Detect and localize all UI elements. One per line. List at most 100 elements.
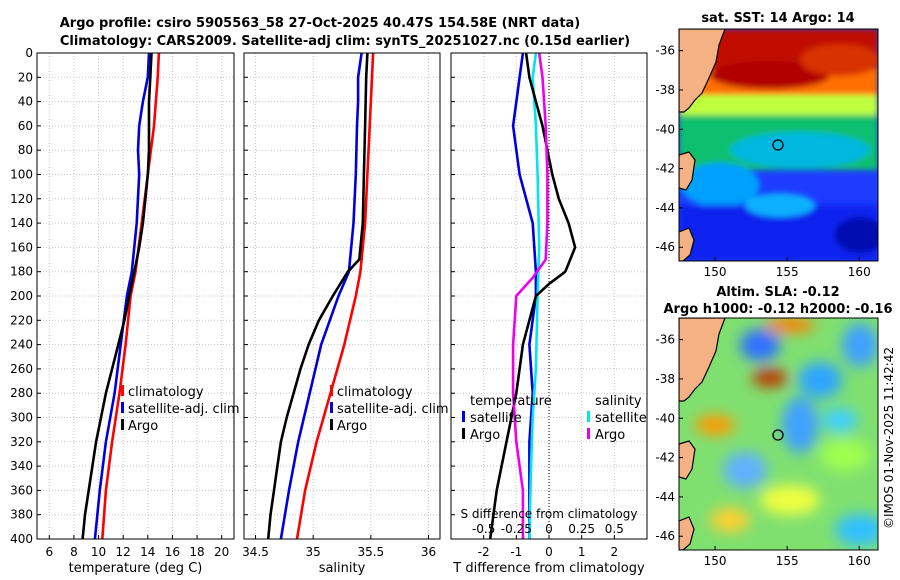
s-tick-label: -0.25 xyxy=(501,522,532,536)
x-tick-label: 14 xyxy=(140,545,155,559)
x-tick-label: 16 xyxy=(165,545,180,559)
map-lat-label: -42 xyxy=(655,162,675,176)
legend-swatch xyxy=(330,419,333,430)
map-lat-label: -46 xyxy=(655,529,675,543)
sla-map-title-line1: Altim. SLA: -0.12 xyxy=(716,285,839,300)
series-line-argo xyxy=(81,52,153,540)
depth-tick-label: 380 xyxy=(10,508,33,522)
legend-swatch xyxy=(121,419,124,430)
depth-tick-label: 140 xyxy=(10,216,33,230)
legend-label: Argo xyxy=(128,419,158,434)
sla-map-axes: 150 155 160 -36 -38 -40 -42 -44 -46 xyxy=(655,333,870,568)
depth-tick-label: 240 xyxy=(10,338,33,352)
s-tick-label: 0.5 xyxy=(605,522,624,536)
sla-map-image xyxy=(679,318,878,550)
x-tick-label: 0 xyxy=(545,545,553,559)
x-tick-label: 8 xyxy=(70,545,78,559)
series-line-t-satellite xyxy=(511,52,538,539)
map-lon-label: 155 xyxy=(776,265,799,279)
series-line-s-argo xyxy=(511,52,549,539)
series-line-climatology xyxy=(295,52,375,540)
depth-tick-label: 260 xyxy=(10,362,33,376)
map-lat-label: -40 xyxy=(655,411,675,425)
depth-tick-label: 400 xyxy=(10,532,33,546)
legend-label: climatology xyxy=(337,385,413,400)
legend-label: satellite xyxy=(470,411,522,426)
temperature-profile-panel: 6 8 10 12 14 16 18 2002040608010012014016018020… xyxy=(10,46,240,576)
legend-swatch xyxy=(587,428,590,439)
map-lon-label: 160 xyxy=(848,265,871,279)
x-axis-label: temperature (deg C) xyxy=(69,561,203,576)
figure-title-line2: Climatology: CARS2009. Satellite-adj cli… xyxy=(60,34,630,49)
legend-swatch xyxy=(121,402,124,413)
depth-tick-label: 320 xyxy=(10,435,33,449)
depth-tick-label: 200 xyxy=(10,289,33,303)
legend-label: Argo xyxy=(337,419,367,434)
depth-tick-label: 40 xyxy=(18,95,33,109)
x-axis-label: T difference from climatology xyxy=(452,561,645,576)
legend-label: satellite xyxy=(595,411,647,426)
map-lat-label: -40 xyxy=(655,122,675,136)
sst-map-land xyxy=(679,29,726,113)
legend-label: Argo xyxy=(595,428,625,443)
depth-tick-label: 180 xyxy=(10,265,33,279)
series-line-argo xyxy=(266,52,369,540)
legend-label: Argo xyxy=(470,428,500,443)
map-lon-label: 160 xyxy=(848,554,871,568)
x-axis-label: salinity xyxy=(319,561,366,576)
sst-map-frame xyxy=(678,28,879,262)
map-lat-label: -42 xyxy=(655,451,675,465)
legend-swatch xyxy=(330,385,333,396)
legend-swatch xyxy=(121,385,124,396)
map-lat-label: -38 xyxy=(655,83,675,97)
sst-map-image xyxy=(679,29,878,261)
depth-tick-label: 80 xyxy=(18,143,33,157)
x-tick-label: 36 xyxy=(421,545,436,559)
s-tick-label: -0.5 xyxy=(472,522,495,536)
depth-tick-label: 280 xyxy=(10,386,33,400)
s-axis-label: S difference from climatology xyxy=(461,507,638,521)
x-tick-label: 6 xyxy=(45,545,53,559)
depth-tick-label: 160 xyxy=(10,240,33,254)
legend-label: satellite-adj. clim xyxy=(337,402,449,417)
depth-tick-label: 20 xyxy=(18,70,33,84)
x-tick-label: 20 xyxy=(214,545,229,559)
x-tick-label: 12 xyxy=(116,545,131,559)
legend-label: climatology xyxy=(128,385,204,400)
sst-map-title: sat. SST: 14 Argo: 14 xyxy=(701,11,854,26)
s-tick-label: 0 xyxy=(545,522,553,536)
x-tick-label: 35.5 xyxy=(357,545,384,559)
sst-argo-location-marker xyxy=(772,139,784,151)
depth-tick-label: 220 xyxy=(10,313,33,327)
depth-tick-label: 120 xyxy=(10,192,33,206)
sst-map-axes: 150 155 160 -36 -38 -40 -42 -44 -46 xyxy=(655,44,870,279)
x-tick-label: 10 xyxy=(91,545,106,559)
legend-title-salinity: salinity xyxy=(595,394,642,409)
x-tick-label: -1 xyxy=(510,545,522,559)
series-line-satellite-adj-clim xyxy=(93,52,151,540)
depth-tick-label: 100 xyxy=(10,168,33,182)
sla-map-title-line2: Argo h1000: -0.12 h2000: -0.16 xyxy=(663,302,892,317)
depth-tick-label: 340 xyxy=(10,459,33,473)
x-tick-label: -2 xyxy=(478,545,490,559)
legend-title-temperature: temperature xyxy=(470,394,552,409)
legend-label: satellite-adj. clim xyxy=(128,402,240,417)
s-tick-label: 0.25 xyxy=(568,522,595,536)
x-tick-label: 18 xyxy=(189,545,204,559)
imos-watermark: ©IMOS 01-Nov-2025 11:42:42 xyxy=(882,347,896,529)
plot-frame xyxy=(243,52,441,540)
map-lat-label: -36 xyxy=(655,333,675,347)
x-tick-label: 2 xyxy=(611,545,619,559)
map-lat-label: -44 xyxy=(655,490,675,504)
figure-title-line1: Argo profile: csiro 5905563_58 27-Oct-20… xyxy=(60,16,581,31)
sla-argo-location-marker xyxy=(772,429,784,441)
sst-map-panel: sat. SST: 14 Argo: 14 150 155 160-36- xyxy=(655,11,879,279)
map-lat-label: -36 xyxy=(655,44,675,58)
depth-tick-label: 300 xyxy=(10,411,33,425)
depth-tick-label: 360 xyxy=(10,483,33,497)
depth-tick-label: 0 xyxy=(25,46,33,60)
legend-swatch xyxy=(462,428,465,439)
legend-swatch xyxy=(330,402,333,413)
map-lon-label: 150 xyxy=(704,265,727,279)
legend-swatch xyxy=(587,411,590,422)
